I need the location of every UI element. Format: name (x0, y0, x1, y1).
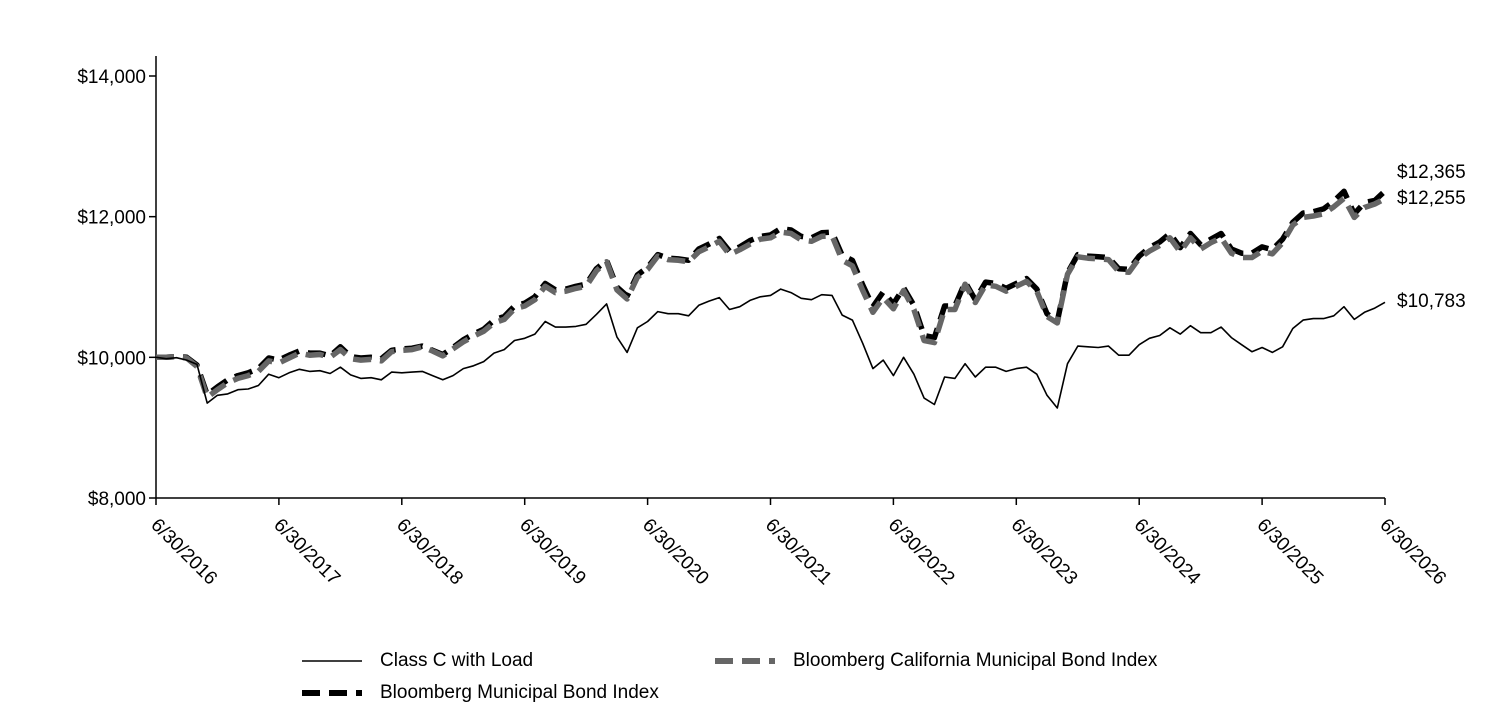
x-tick-label: 6/30/2019 (515, 515, 590, 590)
series-line-2 (156, 195, 1387, 401)
y-tick-label: $8,000 (88, 489, 146, 510)
x-tick-label: 6/30/2017 (269, 515, 344, 590)
y-tick-label: $14,000 (77, 67, 146, 88)
end-label-1: $12,365 (1397, 162, 1466, 183)
series-end-labels: $10,783 $12,365 $12,255 (1397, 162, 1466, 312)
x-tick-label: 6/30/2016 (146, 515, 221, 590)
series-lines (155, 188, 1387, 409)
y-axis: $8,000 $10,000 $12,000 $14,000 (77, 56, 157, 510)
y-tick-label: $10,000 (77, 348, 146, 369)
x-tick-label: 6/30/2024 (1130, 515, 1205, 590)
x-tick-label: 6/30/2020 (638, 515, 713, 590)
x-tick-label: 6/30/2021 (761, 515, 836, 590)
x-tick-label: 6/30/2023 (1007, 515, 1082, 590)
x-tick-label: 6/30/2026 (1375, 515, 1450, 590)
x-axis: 6/30/2016 6/30/2017 6/30/2018 6/30/2019 6/30… (146, 497, 1450, 590)
series-line-0 (155, 288, 1386, 409)
y-tick-label: $12,000 (77, 208, 146, 229)
x-tick-label: 6/30/2025 (1253, 515, 1328, 590)
x-tick-label: 6/30/2022 (884, 515, 959, 590)
series-line-1 (156, 188, 1387, 398)
end-label-2: $12,255 (1397, 188, 1466, 209)
x-tick-label: 6/30/2018 (392, 515, 467, 590)
end-label-0: $10,783 (1397, 291, 1466, 312)
